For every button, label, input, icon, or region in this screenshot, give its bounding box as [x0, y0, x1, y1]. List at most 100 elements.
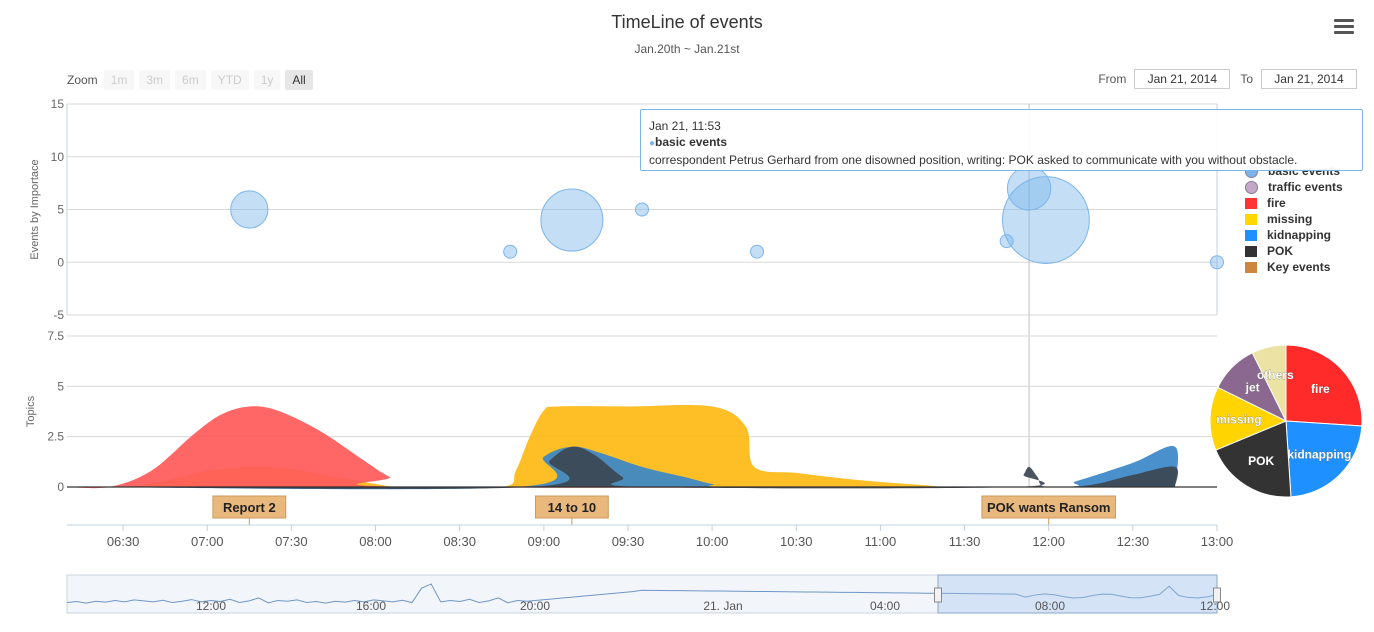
to-date-input[interactable]	[1261, 69, 1357, 89]
legend-item-key-events[interactable]: Key events	[1245, 259, 1343, 275]
date-range: From To	[1088, 69, 1357, 89]
x-tick-label: 08:00	[359, 534, 392, 549]
zoom-all-button[interactable]: All	[285, 70, 313, 90]
zoom-control: Zoom 1m 3m 6m YTD 1y All	[67, 70, 318, 90]
bubble-y-tick-label: 15	[51, 97, 65, 111]
bubble-point	[230, 190, 269, 229]
area-y-tick-label: 2.5	[47, 430, 64, 444]
bubble-point	[1002, 176, 1090, 264]
legend-symbol-icon	[1245, 245, 1257, 257]
area-missing	[67, 404, 1133, 489]
area-y-tick-label: 7.5	[47, 329, 64, 343]
area-kidnapping	[67, 446, 1179, 490]
bubble-point	[540, 188, 604, 252]
navigator-tick-label: 12:00	[196, 599, 226, 613]
navigator-frame	[66, 574, 1218, 614]
hamburger-menu-icon[interactable]	[1332, 16, 1356, 38]
pie-slice-label: kidnapping	[1287, 447, 1351, 461]
from-label: From	[1098, 72, 1127, 86]
zoom-ytd-button[interactable]: YTD	[210, 70, 249, 90]
pie-slice-label: others	[1257, 368, 1294, 382]
navigator-tick-label: 04:00	[870, 599, 900, 613]
pie-slice-pok	[1215, 420, 1292, 498]
flag-label: POK wants Ransom	[987, 500, 1111, 515]
bubble-y-tick-label: 5	[57, 203, 64, 217]
area-y-tick-label: 0	[57, 480, 64, 494]
x-tick-label: 06:30	[107, 534, 140, 549]
legend: basic events traffic events fire missing kid…	[1245, 163, 1343, 275]
from-date-input[interactable]	[1134, 69, 1231, 89]
legend-label: traffic events	[1268, 180, 1343, 194]
navigator-tick-label: 08:00	[1035, 599, 1065, 613]
pie-slice-label: missing	[1216, 412, 1261, 426]
area-fire	[67, 406, 1133, 489]
x-tick-label: 10:30	[780, 534, 813, 549]
navigator-tick-label: 21. Jan	[703, 599, 742, 613]
legend-symbol-icon	[1245, 213, 1257, 225]
pie-slice-kidnapping	[1285, 420, 1363, 498]
pie-slice-label: POK	[1248, 454, 1274, 468]
tooltip-time: Jan 21, 11:53	[649, 119, 721, 133]
x-tick-label: 12:00	[1032, 534, 1065, 549]
legend-symbol-icon	[1245, 229, 1257, 241]
area-y-tick-label: 5	[57, 379, 64, 393]
x-tick-label: 09:30	[612, 534, 645, 549]
bubble-y-axis-label: Events by Importace	[29, 159, 41, 259]
zoom-3m-button[interactable]: 3m	[139, 70, 171, 90]
bubble-y-tick-label: 10	[51, 150, 65, 164]
x-tick-label: 07:00	[191, 534, 224, 549]
flag-annotation: POK wants Ransom	[981, 495, 1117, 525]
x-tick-label: 07:30	[275, 534, 308, 549]
bubble-point	[503, 244, 518, 259]
pie-slice-fire	[1285, 344, 1363, 427]
legend-item-fire[interactable]: fire	[1245, 195, 1343, 211]
bubble-point	[635, 202, 649, 217]
zoom-6m-button[interactable]: 6m	[175, 70, 206, 90]
bubble-y-tick-label: -5	[53, 308, 64, 322]
zoom-1y-button[interactable]: 1y	[253, 70, 281, 90]
bubble-point	[1210, 255, 1224, 270]
navigator-tick-label: 16:00	[356, 599, 386, 613]
legend-symbol-icon	[1245, 261, 1257, 273]
x-tick-label: 11:00	[865, 534, 897, 549]
tooltip-series: basic events	[655, 135, 728, 149]
navigator-selection	[937, 574, 1218, 614]
legend-label: kidnapping	[1267, 228, 1331, 242]
tooltip: Jan 21, 11:53 ●basic events corresponden…	[640, 109, 1363, 171]
legend-label: Key events	[1267, 260, 1331, 274]
pie-slice-label: fire	[1311, 382, 1330, 396]
x-tick-label: 10:00	[696, 534, 729, 549]
legend-item-kidnapping[interactable]: kidnapping	[1245, 227, 1343, 243]
x-tick-label: 13:00	[1201, 534, 1234, 549]
pie-slice-missing	[1209, 386, 1288, 451]
x-tick-label: 08:30	[443, 534, 476, 549]
x-tick-label: 11:30	[949, 534, 981, 549]
legend-label: missing	[1267, 212, 1313, 226]
navigator-right-handle	[1213, 587, 1221, 603]
flag-annotation: Report 2	[212, 495, 287, 525]
flag-label: Report 2	[223, 500, 276, 515]
legend-item-pok[interactable]: POK	[1245, 243, 1343, 259]
flag-annotation: 14 to 10	[534, 495, 609, 525]
to-label: To	[1240, 72, 1253, 86]
legend-item-traffic-events[interactable]: traffic events	[1245, 179, 1343, 195]
pie-slice-others	[1251, 344, 1287, 422]
x-tick-label: 12:30	[1117, 534, 1150, 549]
legend-item-missing[interactable]: missing	[1245, 211, 1343, 227]
zoom-1m-button[interactable]: 1m	[103, 70, 135, 90]
zoom-label: Zoom	[67, 73, 98, 87]
tooltip-text: correspondent Petrus Gerhard from one di…	[649, 153, 1298, 167]
bubble-point	[750, 244, 764, 259]
x-tick-label: 09:00	[528, 534, 561, 549]
legend-label: POK	[1267, 244, 1294, 258]
navigator-tick-label: 12:00	[1200, 599, 1230, 613]
chart-title: TimeLine of events	[611, 12, 763, 32]
legend-symbol-icon	[1245, 197, 1257, 209]
area-y-axis-label: Topics	[25, 395, 37, 427]
navigator-left-handle	[934, 587, 942, 603]
legend-symbol-icon	[1245, 180, 1258, 194]
navigator-tick-label: 20:00	[520, 599, 550, 613]
pie-slice-label: jet	[1245, 381, 1260, 395]
